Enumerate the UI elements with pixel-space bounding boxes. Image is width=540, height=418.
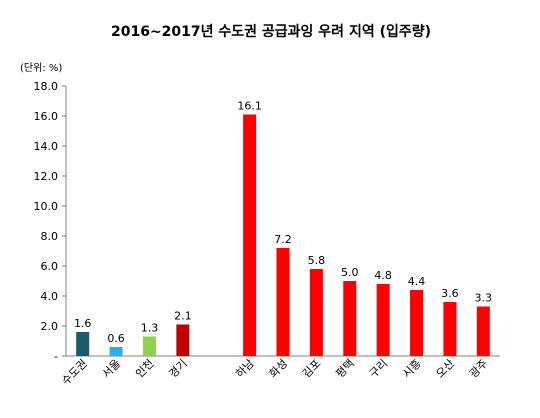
bar	[276, 248, 290, 356]
bar	[243, 114, 257, 356]
data-labels: 1.6 0.6 1.3 2.1 16.1 7.2 5.8 5.0 4.8 4.4 3.6 3.3	[74, 100, 492, 346]
y-tick-label: -	[54, 350, 58, 363]
data-label: 0.6	[107, 332, 125, 345]
bar	[343, 281, 357, 356]
category-label: 구리	[367, 357, 391, 381]
bar	[410, 290, 424, 356]
data-label: 7.2	[274, 233, 292, 246]
category-label: 광주	[467, 357, 491, 381]
unit-label: (단위: %)	[20, 61, 62, 74]
bar	[109, 347, 123, 356]
bar	[76, 332, 90, 356]
category-labels: 수도권 서울 인천 경기 하남 화성 김포 평택 구리 시흥 오산 광주	[59, 356, 490, 387]
bar	[309, 269, 323, 356]
category-label: 화성	[267, 357, 291, 381]
y-axis-ticks: - 2.0 4.0 6.0 8.0 10.0 12.0 14.0 16.0 18.0	[34, 80, 66, 363]
data-label: 4.8	[374, 269, 392, 282]
y-tick-label: 2.0	[41, 320, 59, 333]
data-label: 2.1	[174, 310, 192, 323]
data-label: 4.4	[408, 275, 426, 288]
y-tick-label: 6.0	[41, 260, 59, 273]
bar	[476, 306, 490, 356]
bar	[142, 336, 156, 356]
y-tick-label: 10.0	[34, 200, 59, 213]
data-label: 1.3	[141, 322, 159, 335]
y-tick-label: 12.0	[34, 170, 59, 183]
data-label: 16.1	[237, 100, 262, 113]
category-label: 경기	[166, 357, 190, 381]
chart-title: 2016~2017년 수도권 공급과잉 우려 지역 (입주량)	[111, 23, 431, 40]
data-label: 3.3	[475, 292, 493, 305]
category-label: 서울	[100, 357, 124, 381]
category-label: 하남	[233, 356, 257, 380]
y-tick-label: 16.0	[34, 110, 59, 123]
category-label: 시흥	[399, 356, 423, 380]
data-label: 3.6	[441, 287, 459, 300]
y-tick-label: 8.0	[41, 230, 59, 243]
y-tick-label: 18.0	[34, 80, 59, 93]
bar	[443, 302, 457, 356]
data-label: 1.6	[74, 317, 92, 330]
bar	[376, 284, 390, 356]
y-tick-label: 4.0	[41, 290, 59, 303]
category-label: 평택	[333, 357, 357, 381]
y-tick-label: 14.0	[34, 140, 59, 153]
bars	[76, 114, 490, 356]
category-label: 인천	[132, 356, 156, 380]
category-label: 김포	[300, 357, 324, 381]
data-label: 5.0	[341, 266, 359, 279]
category-label: 오산	[434, 357, 458, 381]
category-label: 수도권	[59, 357, 90, 388]
bar	[176, 324, 190, 356]
data-label: 5.8	[308, 254, 326, 267]
